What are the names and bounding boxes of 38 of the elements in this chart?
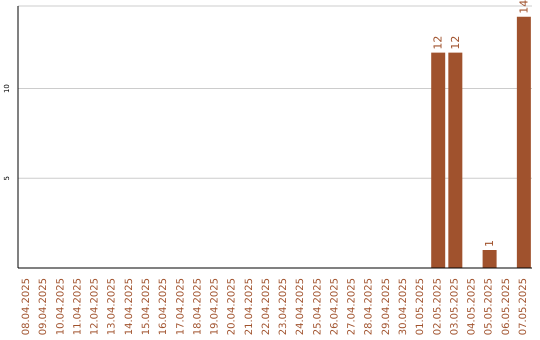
data-label: 14 xyxy=(517,0,530,14)
x-tick-label: 25.04.2025 xyxy=(312,278,324,336)
x-tick-label: 17.04.2025 xyxy=(175,278,186,336)
x-tick-label: 09.04.2025 xyxy=(38,278,50,336)
data-label: 12 xyxy=(432,36,445,50)
x-tick-label: 11.04.2025 xyxy=(72,278,84,336)
x-tick-label: 20.04.2025 xyxy=(226,278,238,336)
x-tick-label: 12.04.2025 xyxy=(90,278,101,336)
x-tick-label: 13.04.2025 xyxy=(106,278,118,336)
bar xyxy=(482,250,497,268)
x-tick-label: 21.04.2025 xyxy=(244,278,255,336)
x-tick-label: 02.05.2025 xyxy=(432,278,444,336)
x-tick-label: 14.04.2025 xyxy=(124,278,135,336)
x-tick-label: 27.04.2025 xyxy=(346,278,358,336)
x-tick-label: 15.04.2025 xyxy=(141,278,152,336)
x-tick-label: 05.05.2025 xyxy=(484,278,495,336)
x-tick-label: 04.05.2025 xyxy=(466,278,478,336)
x-tick-label: 30.04.2025 xyxy=(398,278,409,336)
bar xyxy=(516,16,531,268)
x-tick-label: 24.04.2025 xyxy=(295,278,306,336)
x-tick-label: 06.05.2025 xyxy=(500,278,512,336)
x-tick-label: 26.04.2025 xyxy=(329,278,340,336)
x-tick-label: 16.04.2025 xyxy=(158,278,170,336)
x-tick-label: 08.04.2025 xyxy=(21,278,32,336)
x-tick-label: 10.04.2025 xyxy=(55,278,66,336)
x-tick-label: 19.04.2025 xyxy=(210,278,221,336)
data-label: 12 xyxy=(448,36,462,50)
data-label: 1 xyxy=(483,240,496,248)
x-tick-label: 18.04.2025 xyxy=(192,278,204,336)
x-tick-label: 07.05.2025 xyxy=(518,278,529,336)
x-tick-label: 22.04.2025 xyxy=(260,278,272,336)
x-tick-label: 23.04.2025 xyxy=(278,278,290,336)
bar xyxy=(431,52,446,268)
x-tick-label: 01.05.2025 xyxy=(415,278,426,336)
x-tick-label: 28.04.2025 xyxy=(364,278,375,336)
x-tick-label: 29.04.2025 xyxy=(380,278,392,336)
bar xyxy=(448,52,462,268)
x-tick-label: 03.05.2025 xyxy=(449,278,460,336)
